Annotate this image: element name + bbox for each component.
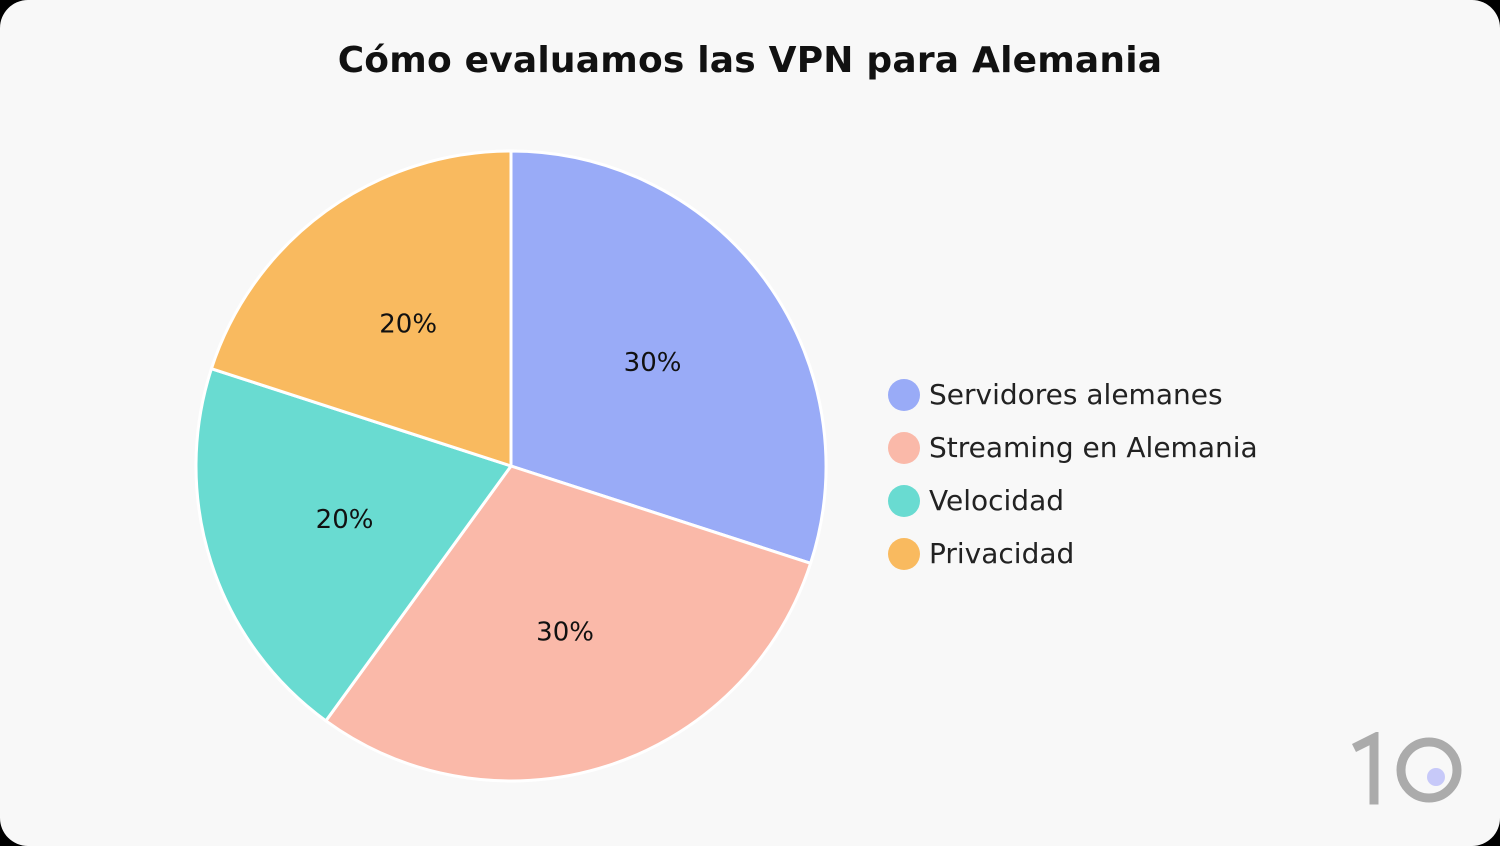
- pie-slice-1: [509, 149, 828, 565]
- legend-item: Streaming en Alemania: [888, 421, 1258, 474]
- slice-data-label-1: 30%: [624, 348, 682, 378]
- legend-item: Privacidad: [888, 527, 1258, 580]
- legend-swatch: [888, 431, 920, 464]
- logo-dot: [1427, 768, 1445, 786]
- logo-digit-one: [1352, 732, 1379, 805]
- legend-swatch: [888, 537, 920, 570]
- legend-label: Servidores alemanes: [929, 378, 1223, 411]
- pie-slice-4: [209, 149, 513, 468]
- chart-title: Cómo evaluamos las VPN para Alemania: [337, 40, 1163, 81]
- legend-swatch: [888, 378, 920, 411]
- chart-legend: Servidores alemanes Streaming en Alemania…: [888, 368, 1258, 580]
- slice-data-label-4: 20%: [379, 309, 437, 339]
- legend-swatch: [888, 484, 920, 517]
- logo-ring: [1396, 737, 1462, 803]
- pie-slice-2: [324, 464, 813, 783]
- slice-data-label-3: 20%: [316, 505, 374, 535]
- legend-label: Streaming en Alemania: [929, 431, 1258, 464]
- legend-item: Velocidad: [888, 474, 1258, 527]
- legend-label: Privacidad: [929, 537, 1075, 570]
- slice-data-label-2: 30%: [536, 617, 594, 647]
- brand-logo: [1352, 732, 1462, 805]
- legend-label: Velocidad: [929, 484, 1064, 517]
- legend-item: Servidores alemanes: [888, 368, 1258, 421]
- pie-slice-3: [194, 367, 513, 723]
